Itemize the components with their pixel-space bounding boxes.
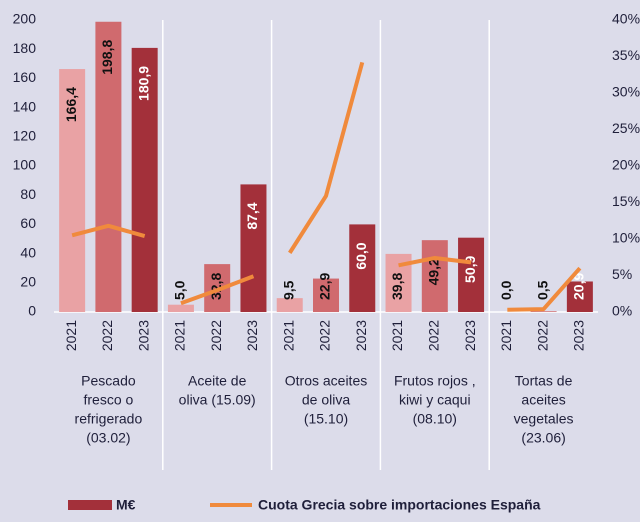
bar [313, 278, 339, 312]
category-label: (15.10) [304, 411, 348, 427]
category-label: kiwi y caqui [399, 392, 471, 408]
bar [566, 281, 593, 312]
bar [59, 69, 86, 312]
y-tick-label: 180 [13, 40, 37, 56]
y2-tick-label: 5% [612, 266, 632, 282]
bar [95, 21, 122, 312]
value-label: 0,0 [498, 280, 514, 300]
category-label: oliva (15.09) [179, 392, 256, 408]
share-line [507, 266, 582, 312]
y2-tick-label: 15% [612, 193, 640, 209]
y-tick-label: 200 [13, 11, 37, 27]
bar [167, 304, 194, 312]
legend-swatch [68, 500, 112, 510]
value-label: 20,9 [571, 273, 587, 300]
y2-tick-label: 30% [612, 84, 640, 100]
year-label: 2022 [99, 320, 115, 351]
value-label: 32,8 [208, 273, 224, 300]
value-label: 87,4 [244, 202, 260, 229]
year-label: 2021 [172, 320, 188, 351]
year-label: 2021 [280, 320, 296, 351]
category-label: refrigerado [75, 411, 143, 427]
value-label: 22,9 [317, 273, 333, 300]
category-label: aceites [521, 392, 565, 408]
value-label: 180,9 [135, 66, 151, 101]
year-label: 2023 [462, 320, 478, 351]
year-label: 2022 [426, 320, 442, 351]
category-label: (08.10) [413, 411, 457, 427]
bar [131, 47, 158, 313]
y2-tick-label: 20% [612, 157, 640, 173]
year-label: 2023 [244, 320, 260, 351]
value-label: 39,8 [389, 273, 405, 300]
value-label: 9,5 [280, 280, 296, 300]
y2-tick-label: 0% [612, 303, 632, 319]
year-label: 2022 [317, 320, 333, 351]
category-label: (03.02) [86, 430, 130, 446]
category-label: Frutos rojos , [394, 373, 476, 389]
share-line [398, 255, 472, 268]
bar [276, 298, 303, 312]
y-tick-label: 20 [20, 274, 36, 290]
category-label: Pescado [81, 373, 136, 389]
share-line [180, 274, 255, 306]
y-tick-label: 160 [13, 69, 37, 85]
year-label: 2022 [534, 320, 550, 351]
y-tick-label: 140 [13, 98, 37, 114]
bar [349, 224, 376, 312]
year-label: 2021 [498, 320, 514, 351]
value-label: 5,0 [172, 280, 188, 300]
y-tick-label: 60 [20, 215, 36, 231]
y-tick-label: 0 [28, 303, 36, 319]
legend-label: Cuota Grecia sobre importaciones España [258, 497, 541, 513]
value-label: 198,8 [99, 40, 115, 75]
bar [240, 184, 267, 312]
y2-tick-label: 35% [612, 47, 640, 63]
year-label: 2023 [135, 320, 151, 351]
category-label: Aceite de [188, 373, 247, 389]
y-tick-label: 120 [13, 128, 37, 144]
year-label: 2021 [389, 320, 405, 351]
value-label: 0,5 [534, 280, 550, 300]
category-label: de oliva [302, 392, 350, 408]
year-label: 2023 [353, 320, 369, 351]
category-label: Otros aceites [285, 373, 367, 389]
y2-tick-label: 10% [612, 230, 640, 246]
legend-label: M€ [116, 497, 136, 513]
year-label: 2022 [208, 320, 224, 351]
category-label: vegetales [514, 411, 574, 427]
year-label: 2021 [63, 320, 79, 351]
share-line [71, 223, 146, 239]
y-tick-label: 40 [20, 244, 36, 260]
year-label: 2023 [571, 320, 587, 351]
value-label: 49,2 [426, 258, 442, 285]
bar [421, 240, 448, 312]
share-line [288, 61, 365, 254]
y-tick-label: 100 [13, 157, 37, 173]
value-label: 60,0 [353, 242, 369, 269]
value-label: 166,4 [63, 87, 79, 122]
y2-tick-label: 40% [612, 11, 640, 27]
category-label: Tortas de [515, 373, 573, 389]
bar [530, 311, 557, 312]
category-label: (23.06) [521, 430, 565, 446]
y-tick-label: 80 [20, 186, 36, 202]
y2-tick-label: 25% [612, 120, 640, 136]
bar [458, 237, 485, 312]
category-label: fresco o [83, 392, 133, 408]
